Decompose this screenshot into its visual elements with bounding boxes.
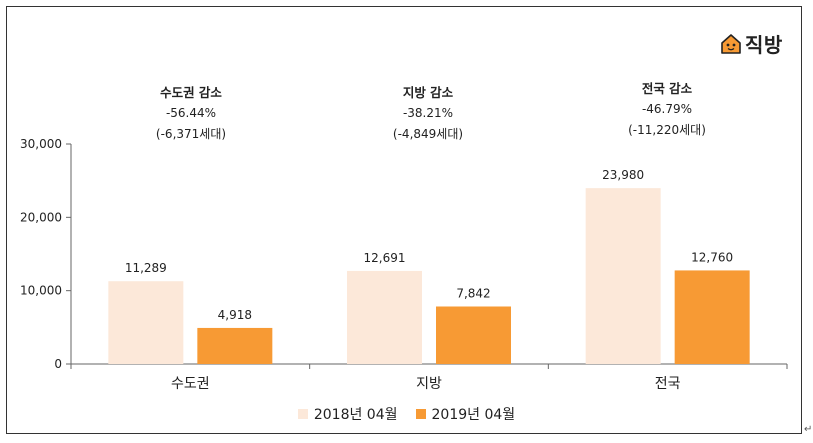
data-label: 4,918 bbox=[218, 308, 252, 322]
data-label: 11,289 bbox=[125, 261, 167, 275]
annotation-title: 전국 감소 bbox=[641, 81, 693, 96]
bar-2019 bbox=[197, 327, 273, 364]
legend-label: 2019년 04월 bbox=[431, 407, 516, 423]
x-tick-label: 지방 bbox=[416, 376, 442, 392]
x-tick-label: 수도권 bbox=[171, 376, 210, 392]
legend-swatch bbox=[297, 409, 308, 419]
bar-2018 bbox=[108, 281, 184, 364]
return-mark: ↵ bbox=[804, 424, 813, 435]
y-tick-label: 30,000 bbox=[20, 137, 62, 151]
data-label: 7,842 bbox=[456, 286, 490, 300]
logo-text: 직방 bbox=[745, 33, 783, 57]
bar-2018 bbox=[585, 188, 661, 364]
annotation-difference: (-6,371세대) bbox=[155, 127, 227, 141]
bar-2019 bbox=[674, 270, 750, 364]
annotation-percent: -46.79% bbox=[641, 102, 693, 116]
legend-swatch bbox=[415, 409, 426, 419]
annotation-title: 지방 감소 bbox=[402, 85, 454, 100]
x-tick-label: 전국 bbox=[655, 376, 681, 392]
legend-label: 2018년 04월 bbox=[313, 407, 398, 423]
data-label: 12,691 bbox=[364, 251, 406, 265]
y-tick-label: 20,000 bbox=[20, 210, 62, 224]
chart-frame bbox=[6, 6, 802, 434]
zigbang-logo: 직방 bbox=[720, 29, 783, 58]
data-label: 23,980 bbox=[602, 168, 644, 182]
legend-item-2018: 2018년 04월 bbox=[297, 404, 398, 424]
annotation-national: 전국 감소 -46.79% (-11,220세대) bbox=[567, 78, 767, 141]
annotation-title: 수도권 감소 bbox=[160, 85, 222, 100]
legend: 2018년 04월 2019년 04월 bbox=[0, 404, 813, 424]
y-tick-label: 0 bbox=[54, 357, 62, 371]
annotation-local: 지방 감소 -38.21% (-4,849세대) bbox=[328, 82, 528, 145]
data-label: 12,760 bbox=[691, 250, 733, 264]
annotation-percent: -38.21% bbox=[402, 106, 454, 120]
annotation-percent: -56.44% bbox=[165, 106, 217, 120]
annotation-capital: 수도권 감소 -56.44% (-6,371세대) bbox=[91, 82, 291, 145]
annotation-difference: (-4,849세대) bbox=[392, 127, 464, 141]
y-tick-label: 10,000 bbox=[20, 284, 62, 298]
bar-2018 bbox=[347, 270, 422, 364]
legend-item-2019: 2019년 04월 bbox=[415, 404, 516, 424]
bar-2019 bbox=[436, 306, 511, 364]
house-face-icon bbox=[721, 33, 741, 54]
annotation-difference: (-11,220세대) bbox=[628, 123, 706, 137]
